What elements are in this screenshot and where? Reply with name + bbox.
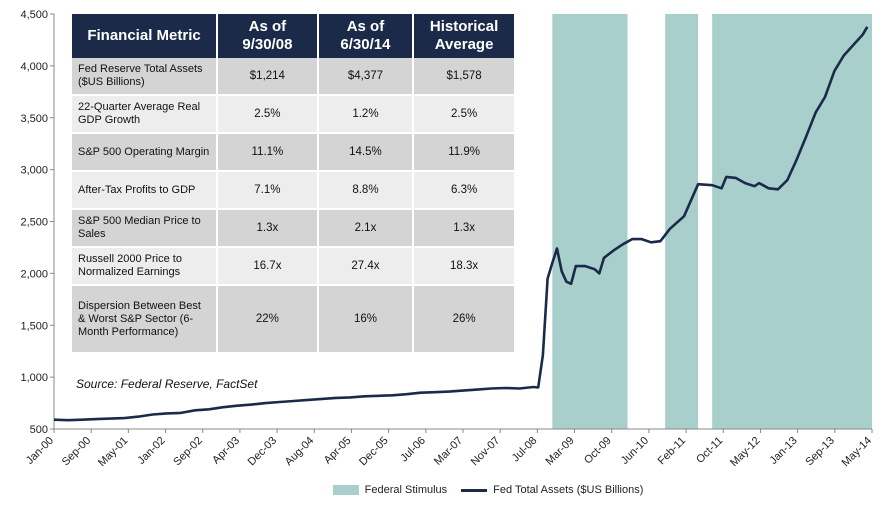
x-tick-label: Mar-09 bbox=[544, 435, 577, 468]
x-tick-label: Jan-00 bbox=[24, 435, 56, 467]
table-cell-metric: After-Tax Profits to GDP bbox=[72, 172, 219, 210]
x-tick-label: Jul-08 bbox=[510, 435, 540, 465]
y-tick-label: 1,500 bbox=[20, 320, 48, 332]
y-tick-label: 2,000 bbox=[20, 268, 48, 280]
source-note: Source: Federal Reserve, FactSet bbox=[76, 377, 258, 391]
y-tick-label: 3,000 bbox=[20, 165, 48, 177]
table-cell-value: 1.3x bbox=[414, 210, 514, 248]
table-header-average: Historical Average bbox=[414, 14, 514, 58]
table-cell-metric: S&P 500 Median Price to Sales bbox=[72, 210, 219, 248]
table-cell-metric: Fed Reserve Total Assets ($US Billions) bbox=[72, 58, 219, 96]
table-row: Fed Reserve Total Assets ($US Billions) … bbox=[72, 58, 514, 96]
y-tick-label: 4,500 bbox=[20, 9, 48, 21]
table-cell-value: 18.3x bbox=[414, 248, 514, 286]
table-header-metric: Financial Metric bbox=[72, 14, 219, 58]
table-cell-value: 27.4x bbox=[318, 248, 415, 286]
table-row: S&P 500 Operating Margin 11.1% 14.5% 11.… bbox=[72, 134, 514, 172]
legend-label-assets: Fed Total Assets ($US Billions) bbox=[493, 484, 644, 496]
x-tick-label: Sep-00 bbox=[60, 435, 94, 469]
stimulus-shade bbox=[552, 14, 628, 429]
table-cell-value: 16% bbox=[318, 286, 415, 354]
x-tick-label: Dec-03 bbox=[246, 435, 280, 469]
table-row: Russell 2000 Price to Normalized Earning… bbox=[72, 248, 514, 286]
table-cell-metric: S&P 500 Operating Margin bbox=[72, 134, 219, 172]
x-tick-label: May-14 bbox=[840, 435, 874, 469]
table-cell-metric: Russell 2000 Price to Normalized Earning… bbox=[72, 248, 219, 286]
x-tick-label: May-12 bbox=[728, 435, 762, 469]
table-cell-value: $4,377 bbox=[318, 58, 415, 96]
y-tick-label: 2,500 bbox=[20, 217, 48, 229]
table-cell-value: $1,578 bbox=[414, 58, 514, 96]
legend-swatch-assets bbox=[461, 488, 488, 492]
x-tick-label: Dec-05 bbox=[357, 435, 391, 469]
x-tick-label: Oct-11 bbox=[694, 435, 725, 466]
table-cell-value: 2.5% bbox=[414, 96, 514, 134]
table-cell-value: 26% bbox=[414, 286, 514, 354]
table-cell-metric: Dispersion Between Best & Worst S&P Sect… bbox=[72, 286, 219, 354]
x-tick-label: Apr-03 bbox=[210, 435, 242, 467]
table-cell-value: 1.2% bbox=[318, 96, 415, 134]
table-cell-value: 8.8% bbox=[318, 172, 415, 210]
y-tick-label: 4,000 bbox=[20, 61, 48, 73]
table-cell-value: 11.9% bbox=[414, 134, 514, 172]
x-tick-label: Jun-10 bbox=[619, 435, 651, 467]
x-tick-label: Aug-04 bbox=[283, 435, 317, 469]
table-cell-value: 22% bbox=[218, 286, 319, 354]
y-tick-label: 500 bbox=[30, 424, 48, 436]
x-tick-label: May-01 bbox=[96, 435, 130, 469]
table-cell-value: 11.1% bbox=[218, 134, 319, 172]
table-cell-value: 14.5% bbox=[318, 134, 415, 172]
table-row: After-Tax Profits to GDP 7.1% 8.8% 6.3% bbox=[72, 172, 514, 210]
chart-legend: Federal Stimulus Fed Total Assets ($US B… bbox=[0, 484, 896, 496]
table-row: Dispersion Between Best & Worst S&P Sect… bbox=[72, 286, 514, 354]
x-tick-label: Feb-11 bbox=[656, 435, 689, 468]
table-cell-value: 7.1% bbox=[218, 172, 319, 210]
metrics-table: Financial Metric As of 9/30/08 As of 6/3… bbox=[72, 14, 514, 354]
legend-swatch-stimulus bbox=[332, 485, 359, 495]
table-cell-value: 16.7x bbox=[218, 248, 319, 286]
table-cell-value: 2.1x bbox=[318, 210, 415, 248]
x-tick-label: Mar-07 bbox=[432, 435, 465, 468]
legend-item-stimulus: Federal Stimulus bbox=[332, 484, 448, 496]
series-line-fed-assets bbox=[53, 26, 869, 422]
legend-item-assets: Fed Total Assets ($US Billions) bbox=[461, 484, 643, 496]
x-tick-label: Jan-02 bbox=[135, 435, 167, 467]
stimulus-shade bbox=[665, 14, 699, 429]
x-tick-label: Apr-05 bbox=[322, 435, 354, 467]
x-tick-label: Jan-13 bbox=[767, 435, 799, 467]
table-row: S&P 500 Median Price to Sales 1.3x 2.1x … bbox=[72, 210, 514, 248]
stimulus-shade bbox=[712, 14, 872, 429]
table-header-2014: As of 6/30/14 bbox=[318, 14, 415, 58]
x-tick-label: Sep-02 bbox=[171, 435, 205, 469]
x-tick-label: Sep-13 bbox=[803, 435, 837, 469]
table-header-row: Financial Metric As of 9/30/08 As of 6/3… bbox=[72, 14, 514, 58]
legend-label-stimulus: Federal Stimulus bbox=[364, 484, 448, 496]
table-header-2008: As of 9/30/08 bbox=[218, 14, 319, 58]
table-cell-value: 1.3x bbox=[218, 210, 319, 248]
y-tick-label: 1,000 bbox=[20, 372, 48, 384]
y-tick-label: 3,500 bbox=[20, 113, 48, 125]
table-row: 22-Quarter Average Real GDP Growth 2.5% … bbox=[72, 96, 514, 134]
x-tick-label: Jul-06 bbox=[398, 435, 428, 465]
x-tick-label: Nov-07 bbox=[469, 435, 503, 469]
table-cell-value: 2.5% bbox=[218, 96, 319, 134]
table-cell-value: 6.3% bbox=[414, 172, 514, 210]
x-tick-label: Oct-09 bbox=[582, 435, 614, 467]
table-cell-value: $1,214 bbox=[218, 58, 319, 96]
table-cell-metric: 22-Quarter Average Real GDP Growth bbox=[72, 96, 219, 134]
